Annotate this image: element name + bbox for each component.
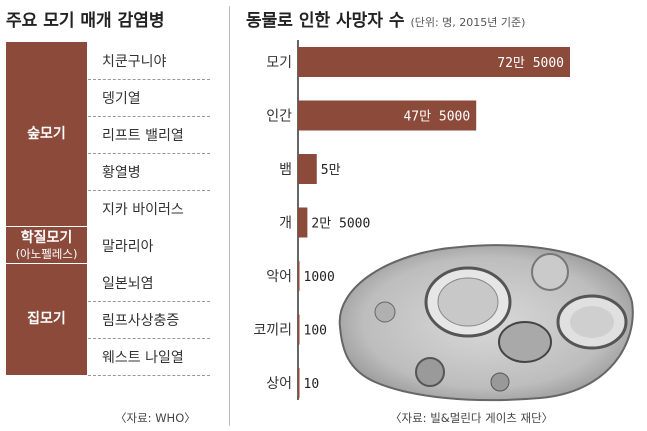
group-subname: (아노펠레스) xyxy=(15,247,78,262)
value-label: 10 xyxy=(304,377,320,392)
disease-row: 리프트 밸리열 xyxy=(102,127,184,144)
bar xyxy=(298,47,570,77)
value-label: 1000 xyxy=(304,270,335,285)
group-name: 학질모기 xyxy=(20,229,73,246)
left-title: 주요 모기 매개 감염병 xyxy=(6,11,165,31)
bar xyxy=(298,261,300,291)
right-source: 〈자료: 빌&멀린다 게이츠 재단〉 xyxy=(390,411,554,425)
bar xyxy=(298,368,300,398)
value-label: 2만 5000 xyxy=(311,217,370,232)
chart-title: 동물로 인한 사망자 수 xyxy=(246,11,405,31)
row-divider xyxy=(88,79,210,80)
mosquito-cell-image xyxy=(338,244,634,402)
group-name: 집모기 xyxy=(27,311,66,328)
row-divider xyxy=(88,301,210,302)
group-label: 숲모기 xyxy=(6,42,87,227)
bar xyxy=(298,314,300,345)
value-label: 47만 5000 xyxy=(403,110,470,125)
disease-row: 치쿤구니야 xyxy=(102,53,167,70)
group-label: 집모기 xyxy=(6,264,87,375)
group-label: 학질모기 (아노펠레스) xyxy=(6,227,87,264)
disease-row: 말라리아 xyxy=(102,238,154,255)
disease-row: 웨스트 나일열 xyxy=(102,349,184,366)
disease-row: 림프사상충증 xyxy=(102,312,180,329)
row-divider xyxy=(88,338,210,339)
category-label: 상어 xyxy=(266,376,292,392)
section-divider xyxy=(229,6,230,426)
disease-row: 황열병 xyxy=(102,164,141,181)
row-divider xyxy=(88,190,210,191)
row-divider xyxy=(88,116,210,117)
group-divider xyxy=(6,263,210,265)
value-label: 100 xyxy=(304,324,327,339)
category-label: 인간 xyxy=(266,109,292,125)
value-label: 5만 xyxy=(321,163,341,178)
disease-row: 일본뇌염 xyxy=(102,275,154,292)
value-label: 72만 5000 xyxy=(497,56,564,71)
right-title: 동물로 인한 사망자 수 (단위: 명, 2015년 기준) xyxy=(246,6,525,31)
disease-row: 지카 바이러스 xyxy=(102,201,184,218)
category-label: 코끼리 xyxy=(253,323,292,339)
bar xyxy=(298,100,477,131)
group-name: 숲모기 xyxy=(27,126,66,143)
bar xyxy=(298,154,317,184)
bar xyxy=(298,207,308,238)
category-label: 개 xyxy=(279,216,292,232)
disease-row: 뎅기열 xyxy=(102,90,141,107)
row-divider xyxy=(88,153,210,154)
left-source: 〈자료: WHO〉 xyxy=(115,411,196,425)
category-label: 모기 xyxy=(266,55,292,71)
category-label: 뱀 xyxy=(279,162,292,178)
row-divider xyxy=(88,375,210,376)
group-divider xyxy=(6,226,210,228)
category-label: 악어 xyxy=(266,269,292,285)
unit-note: (단위: 명, 2015년 기준) xyxy=(410,16,526,29)
